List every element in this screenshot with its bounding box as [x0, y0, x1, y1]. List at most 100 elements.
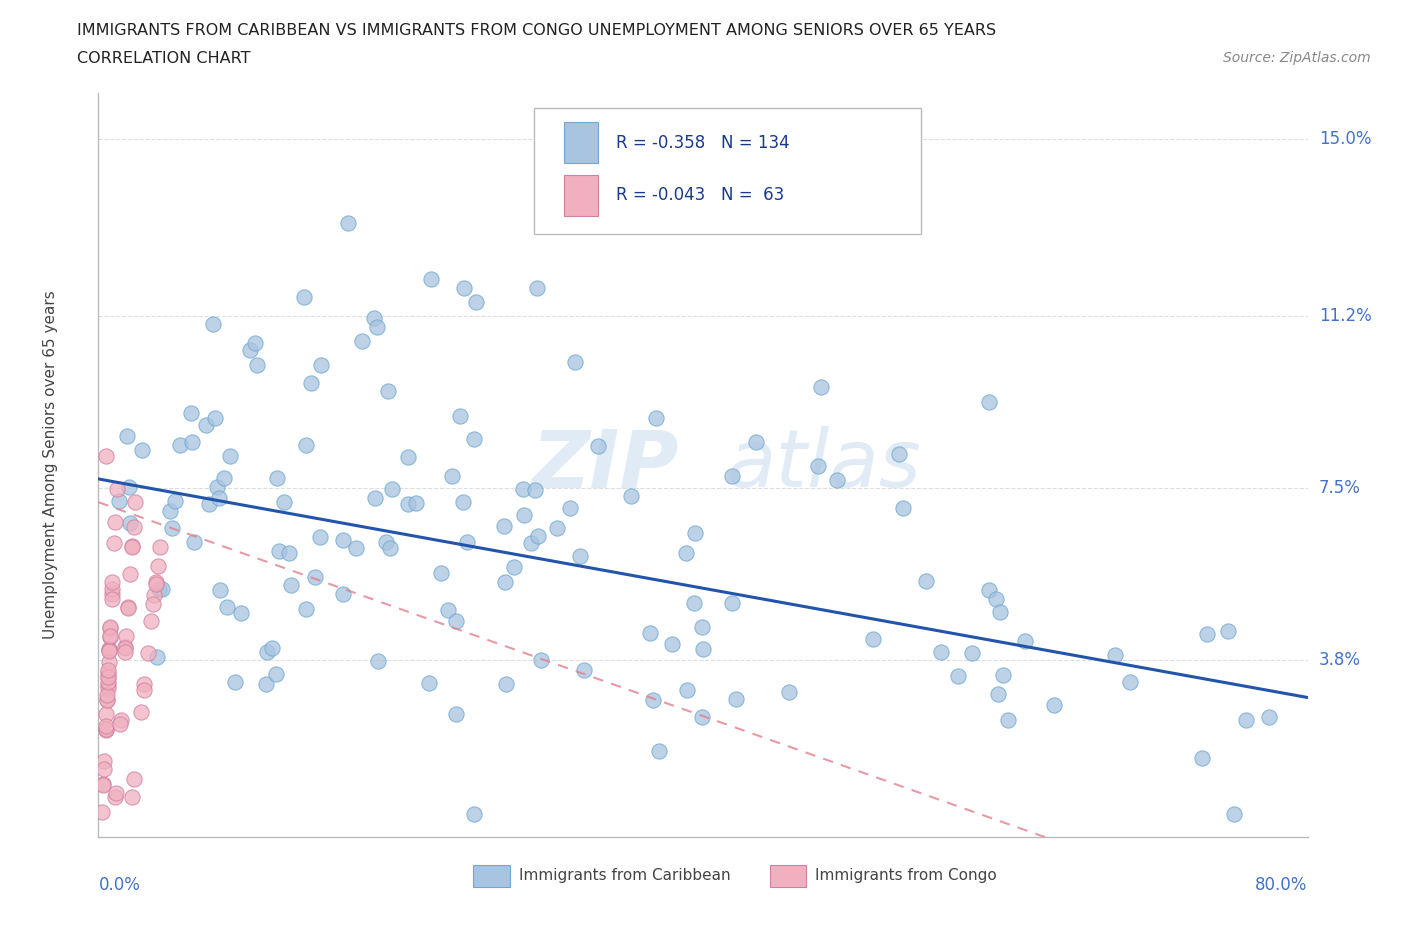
Point	[344, 540, 367, 555]
Point	[915, 574, 938, 589]
Bar	[769, 865, 806, 887]
Point	[97, 670, 120, 684]
Point	[437, 603, 460, 618]
Point	[503, 560, 526, 575]
Point	[987, 686, 1010, 701]
Text: Source: ZipAtlas.com: Source: ZipAtlas.com	[1223, 51, 1371, 65]
Point	[977, 583, 1000, 598]
Point	[430, 565, 453, 580]
Point	[104, 514, 127, 529]
Point	[131, 442, 153, 457]
Point	[204, 411, 226, 426]
Point	[217, 600, 239, 615]
Point	[149, 539, 172, 554]
Point	[243, 336, 266, 351]
Point	[115, 629, 138, 644]
Point	[110, 717, 132, 732]
Point	[134, 677, 156, 692]
Text: Unemployment Among Seniors over 65 years: Unemployment Among Seniors over 65 years	[42, 291, 58, 640]
Point	[1195, 626, 1218, 641]
Point	[98, 630, 121, 644]
Text: CORRELATION CHART: CORRELATION CHART	[77, 51, 250, 66]
Point	[136, 645, 159, 660]
Point	[547, 520, 569, 535]
Point	[641, 693, 664, 708]
Point	[96, 687, 118, 702]
Point	[148, 582, 170, 597]
Point	[132, 683, 155, 698]
Point	[309, 357, 332, 372]
Point	[364, 490, 387, 505]
Point	[620, 489, 643, 504]
Point	[224, 675, 246, 690]
Point	[201, 317, 224, 332]
Point	[1014, 634, 1036, 649]
Point	[97, 666, 120, 681]
Point	[367, 654, 389, 669]
Point	[169, 437, 191, 452]
Point	[98, 643, 121, 658]
Point	[378, 541, 401, 556]
Point	[105, 482, 128, 497]
Point	[98, 620, 121, 635]
Point	[1191, 751, 1213, 765]
Point	[266, 470, 288, 485]
Point	[569, 549, 592, 564]
Point	[946, 669, 969, 684]
Point	[96, 693, 118, 708]
Point	[692, 642, 714, 657]
Point	[512, 508, 534, 523]
Point	[103, 536, 125, 551]
Point	[997, 713, 1019, 728]
Point	[122, 771, 145, 786]
Point	[304, 569, 326, 584]
Point	[239, 342, 262, 357]
Point	[519, 536, 541, 551]
Point	[586, 438, 609, 453]
Point	[530, 653, 553, 668]
Point	[114, 644, 136, 659]
Point	[146, 559, 169, 574]
Point	[456, 535, 478, 550]
Point	[246, 357, 269, 372]
Point	[121, 539, 143, 554]
Point	[114, 640, 136, 655]
Point	[214, 471, 236, 485]
Point	[98, 629, 121, 644]
Point	[94, 719, 117, 734]
Point	[183, 535, 205, 550]
Point	[181, 434, 204, 449]
Point	[1223, 806, 1246, 821]
Text: ZIP: ZIP	[531, 426, 679, 504]
Point	[142, 596, 165, 611]
Point	[93, 753, 115, 768]
Point	[492, 519, 515, 534]
Point	[984, 591, 1007, 606]
Point	[744, 434, 766, 449]
Point	[682, 595, 704, 610]
Point	[91, 804, 114, 819]
Point	[683, 525, 706, 540]
Point	[101, 581, 124, 596]
Point	[98, 644, 121, 658]
Point	[891, 500, 914, 515]
Point	[363, 311, 385, 325]
Point	[146, 650, 169, 665]
Point	[141, 614, 163, 629]
Point	[97, 678, 120, 693]
Text: Immigrants from Caribbean: Immigrants from Caribbean	[519, 869, 731, 883]
Point	[644, 411, 666, 426]
Point	[444, 707, 467, 722]
Point	[273, 495, 295, 510]
Point	[827, 472, 849, 487]
Point	[931, 644, 953, 659]
Point	[91, 777, 114, 792]
Point	[101, 586, 124, 601]
Point	[638, 625, 661, 640]
Point	[988, 604, 1011, 619]
Text: 15.0%: 15.0%	[1319, 130, 1371, 149]
Point	[724, 691, 747, 706]
Point	[118, 480, 141, 495]
Point	[420, 272, 443, 286]
Point	[1118, 674, 1140, 689]
